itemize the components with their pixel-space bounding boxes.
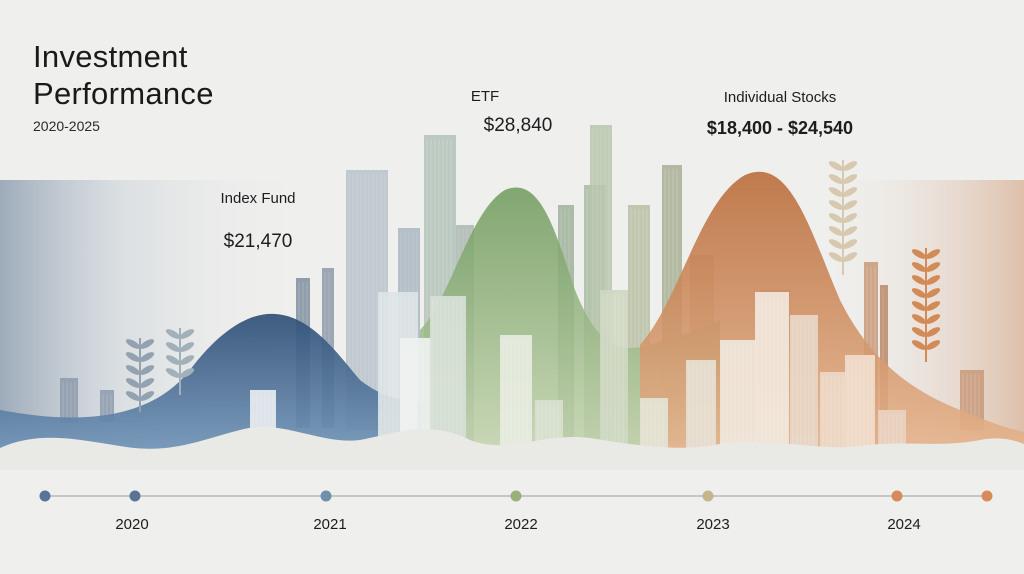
plant-leaf [828,200,844,210]
plant-leaf [828,239,844,249]
series-label-index-fund: Index Fund [220,190,296,207]
plant-leaf [139,339,155,349]
chart-subtitle: 2020-2025 [33,118,100,134]
plant-leaf [842,213,858,223]
plant-leaf [165,329,181,339]
series-value-individual-stocks: $18,400 - $24,540 [706,118,854,138]
plant-leaf [139,391,155,401]
plant-leaf [828,174,844,184]
plant-leaf [925,249,941,259]
timeline-dot-2020 [129,490,141,502]
plant-leaf [911,262,927,272]
plant-leaf [125,352,141,362]
plant-leaf [925,301,941,311]
plant-leaf [842,187,858,197]
plant-leaf [179,329,195,339]
plant-leaf [842,226,858,236]
plant-leaf [842,239,858,249]
skyline-building [100,390,114,422]
skyline-building [755,292,789,462]
plant-leaf [165,342,181,352]
plant-leaf [165,355,181,365]
plant-leaf [842,161,858,171]
timeline-label-2021: 2021 [313,516,347,533]
plant-leaf [139,378,155,388]
plant-leaf [911,249,927,259]
series-area-index-fund [0,313,430,470]
skyline-building [845,355,875,460]
skyline-building [686,360,716,460]
plant-leaf [828,187,844,197]
plant-leaf [925,275,941,285]
plant-leaf [828,252,844,262]
timeline-dot-end [981,490,993,502]
plant-leaf [125,339,141,349]
plant-leaf [165,368,181,378]
timeline-dot-2022 [510,490,522,502]
plant-leaf [139,352,155,362]
timeline-label-2023: 2023 [696,516,730,533]
timeline-label-2022: 2022 [504,516,538,533]
plant-leaf [842,174,858,184]
plant-leaf [125,378,141,388]
plant-leaf [911,340,927,350]
plant-leaf [911,314,927,324]
timeline-dot-2024 [891,490,903,502]
skyline-building [790,315,818,465]
plant-leaf [925,262,941,272]
timeline-label-2024: 2024 [887,516,921,533]
foreground-mounds [0,426,1024,480]
plant-leaf [828,226,844,236]
series-value-etf: $28,840 [483,115,553,136]
series-label-individual-stocks: Individual Stocks [723,89,837,106]
plant-leaf [125,365,141,375]
plant-leaf [925,314,941,324]
timeline-dot-2023 [702,490,714,502]
plant-leaf [125,391,141,401]
series-label-etf: ETF [470,88,500,105]
plant-leaf [842,252,858,262]
plant-leaf [911,327,927,337]
plant-leaf [925,340,941,350]
plant-leaf [179,355,195,365]
plant-leaf [911,275,927,285]
plant-leaf [179,368,195,378]
plant-leaf [139,365,155,375]
series-value-index-fund: $21,470 [223,231,293,252]
plant-leaf [828,161,844,171]
plant-leaf [842,200,858,210]
skyline-building [60,378,78,423]
plant-leaf [911,301,927,311]
timeline-label-2020: 2020 [115,516,149,533]
foreground-base [0,470,1024,574]
plant-leaf [925,327,941,337]
decorative-plants [125,160,941,412]
timeline-dot-start [39,490,51,502]
plant-leaf [828,213,844,223]
plant-leaf [911,288,927,298]
skyline-building [600,290,628,460]
chart-title: Investment Performance [33,39,214,111]
timeline-dot-2021 [320,490,332,502]
plant-leaf [925,288,941,298]
plant-leaf [179,342,195,352]
